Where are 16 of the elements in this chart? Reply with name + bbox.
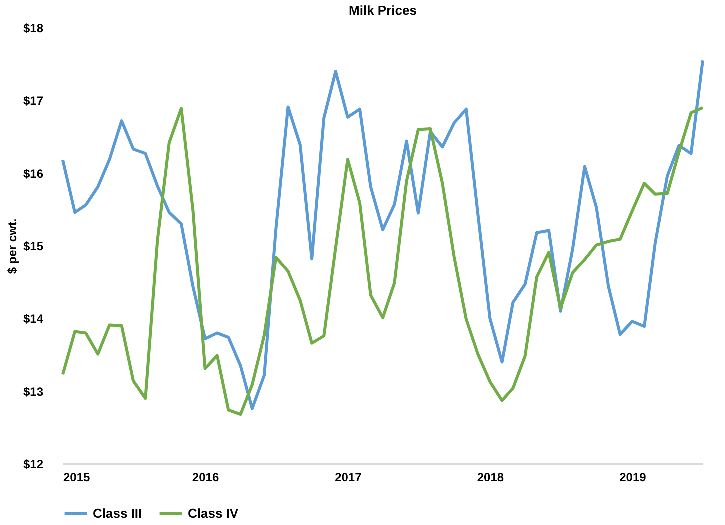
y-tick-label: $18 — [23, 22, 44, 36]
y-axis-title: $ per cwt. — [5, 218, 20, 274]
y-tick-label: $15 — [23, 240, 44, 254]
x-tick-label: 2018 — [477, 470, 504, 484]
y-tick-label: $13 — [23, 384, 44, 399]
x-tick-label: 2017 — [335, 470, 362, 484]
y-tick-label: $16 — [23, 166, 44, 181]
x-tick-label: 2015 — [64, 470, 91, 484]
y-tick-label: $12 — [23, 458, 44, 472]
x-tick-label: 2016 — [192, 470, 220, 484]
y-tick-label: $14 — [23, 312, 44, 326]
y-tick-label: $17 — [23, 94, 44, 108]
legend-label: Class IV — [188, 506, 239, 521]
chart-title: Milk Prices — [349, 3, 417, 18]
legend-label: Class III — [93, 506, 142, 521]
x-tick-label: 2019 — [620, 470, 647, 484]
